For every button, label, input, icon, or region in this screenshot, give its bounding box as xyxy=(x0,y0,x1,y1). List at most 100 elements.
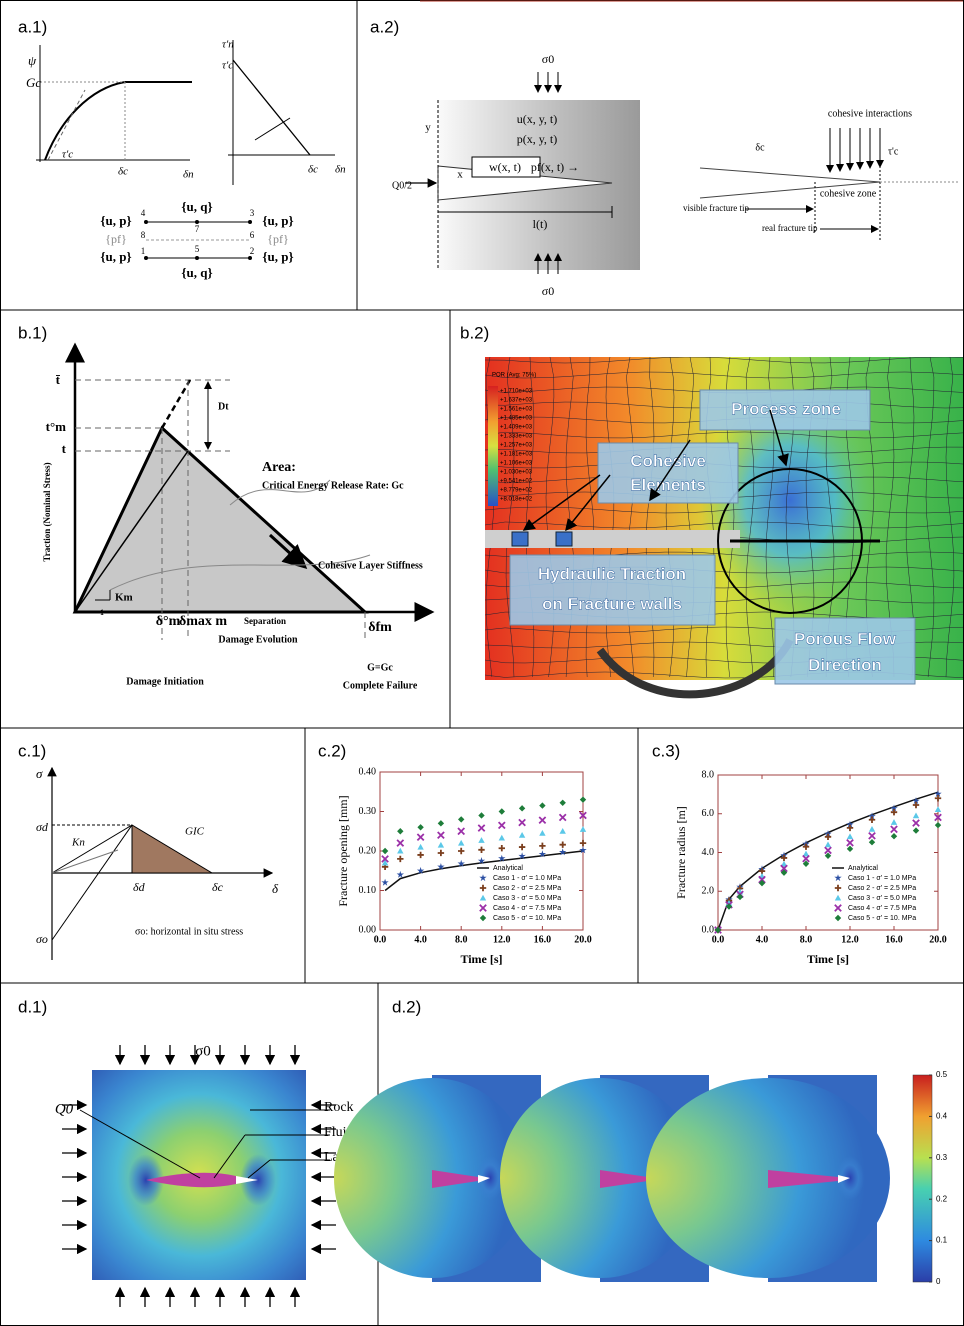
label: cohesive zone xyxy=(820,188,877,199)
label: {u, q} xyxy=(181,265,212,280)
label: GIC xyxy=(185,826,205,838)
plot-frame xyxy=(717,774,939,931)
data-point xyxy=(416,866,425,874)
data-point xyxy=(458,847,465,855)
label: x xyxy=(457,169,463,181)
label: σo xyxy=(36,932,48,946)
data-point xyxy=(559,799,566,807)
label: Kn xyxy=(71,837,85,849)
label: {u, q} xyxy=(181,199,212,214)
label: Q0/2 xyxy=(392,180,412,191)
x-tick-label: 0.0 xyxy=(712,934,725,945)
label: Critical Energy Release Rate: Gc xyxy=(262,480,404,491)
data-point xyxy=(912,812,920,819)
label: δ°m xyxy=(156,614,181,629)
mesh-line xyxy=(485,431,963,439)
data-point xyxy=(437,841,445,848)
data-point xyxy=(846,820,854,828)
line xyxy=(565,474,611,532)
data-point xyxy=(846,833,854,840)
data-point xyxy=(802,860,810,867)
legend-swatch xyxy=(479,874,487,882)
label: σ0 xyxy=(195,1043,211,1059)
data-point xyxy=(396,839,405,847)
data-point xyxy=(416,833,425,842)
data-point xyxy=(890,825,898,834)
label: +1.333e+03 xyxy=(500,434,533,440)
line xyxy=(268,533,308,570)
data-point xyxy=(802,843,810,850)
label: δn xyxy=(183,169,194,181)
line xyxy=(522,474,601,531)
data-point xyxy=(934,813,942,822)
data-point xyxy=(396,870,404,878)
data-point xyxy=(498,854,506,862)
line xyxy=(51,849,119,874)
data-point xyxy=(802,854,810,863)
data-point xyxy=(714,926,722,934)
label: 6 xyxy=(250,230,255,240)
legend-swatch xyxy=(834,884,842,892)
label: σd xyxy=(36,820,49,834)
legend-swatch xyxy=(834,894,842,901)
label: δmax m xyxy=(179,614,227,629)
label: δc xyxy=(308,164,318,176)
legend-swatch xyxy=(479,904,487,912)
label: +8.018e+02 xyxy=(500,497,533,503)
data-point xyxy=(890,819,898,825)
data-point xyxy=(397,855,404,863)
data-point xyxy=(437,863,445,870)
panel-label: d.2) xyxy=(392,997,421,1016)
data-point xyxy=(912,819,920,827)
data-point xyxy=(758,875,766,884)
label: {u, p} xyxy=(262,213,293,228)
legend-label: Caso 4 - σ' = 7.5 MPa xyxy=(493,905,561,912)
label: σo: horizontal in situ stress xyxy=(135,926,243,937)
label: {u, p} xyxy=(262,249,293,264)
legend-swatch xyxy=(834,914,842,922)
data-point xyxy=(458,816,465,823)
data-point xyxy=(868,812,876,820)
y-tick-label: 0.10 xyxy=(359,885,377,896)
label: ψ xyxy=(28,53,37,68)
y-tick-label: 4.0 xyxy=(702,847,715,858)
x-tick-label: 16.0 xyxy=(534,934,552,945)
data-point xyxy=(558,813,567,822)
data-point xyxy=(912,801,920,809)
data-point xyxy=(868,832,876,840)
panel-label: c.3) xyxy=(652,741,680,760)
y-tick-label: 2.0 xyxy=(702,886,715,897)
x-tick-label: 8.0 xyxy=(800,934,813,945)
mesh-line xyxy=(485,371,963,379)
data-point xyxy=(868,816,876,823)
legend-label: Analytical xyxy=(848,865,878,872)
label: {u, p} xyxy=(100,249,131,264)
fracture-band xyxy=(485,530,740,548)
colorbar-tick-label: 0.3 xyxy=(936,1153,948,1162)
data-point xyxy=(912,797,920,805)
label: τ'n xyxy=(222,39,234,51)
x-tick-label: 4.0 xyxy=(756,934,769,945)
label: {u, p} xyxy=(100,213,131,228)
x-tick-label: 8.0 xyxy=(455,934,468,945)
label: t xyxy=(62,441,67,456)
legend-swatch xyxy=(479,914,487,922)
label: +1.710e+03 xyxy=(500,389,533,395)
label: δc xyxy=(118,166,128,178)
label: G=Gc xyxy=(367,662,393,673)
label: pf(x, t) → xyxy=(531,160,579,174)
data-point xyxy=(579,839,587,847)
x-tick-label: 12.0 xyxy=(841,934,859,945)
data-point xyxy=(397,847,404,854)
label: Dt xyxy=(218,401,229,412)
legend-label: Caso 3 - σ' = 5.0 MPa xyxy=(493,895,561,902)
mesh-line xyxy=(485,521,963,529)
series-line xyxy=(384,850,584,892)
colorbar-tick-label: 0 xyxy=(936,1277,941,1286)
label: +1.561e+03 xyxy=(500,407,533,413)
data-point xyxy=(417,851,424,859)
data-point xyxy=(559,848,567,856)
line xyxy=(51,824,133,941)
mesh-line xyxy=(945,357,955,678)
label: +1.637e+03 xyxy=(500,398,533,404)
